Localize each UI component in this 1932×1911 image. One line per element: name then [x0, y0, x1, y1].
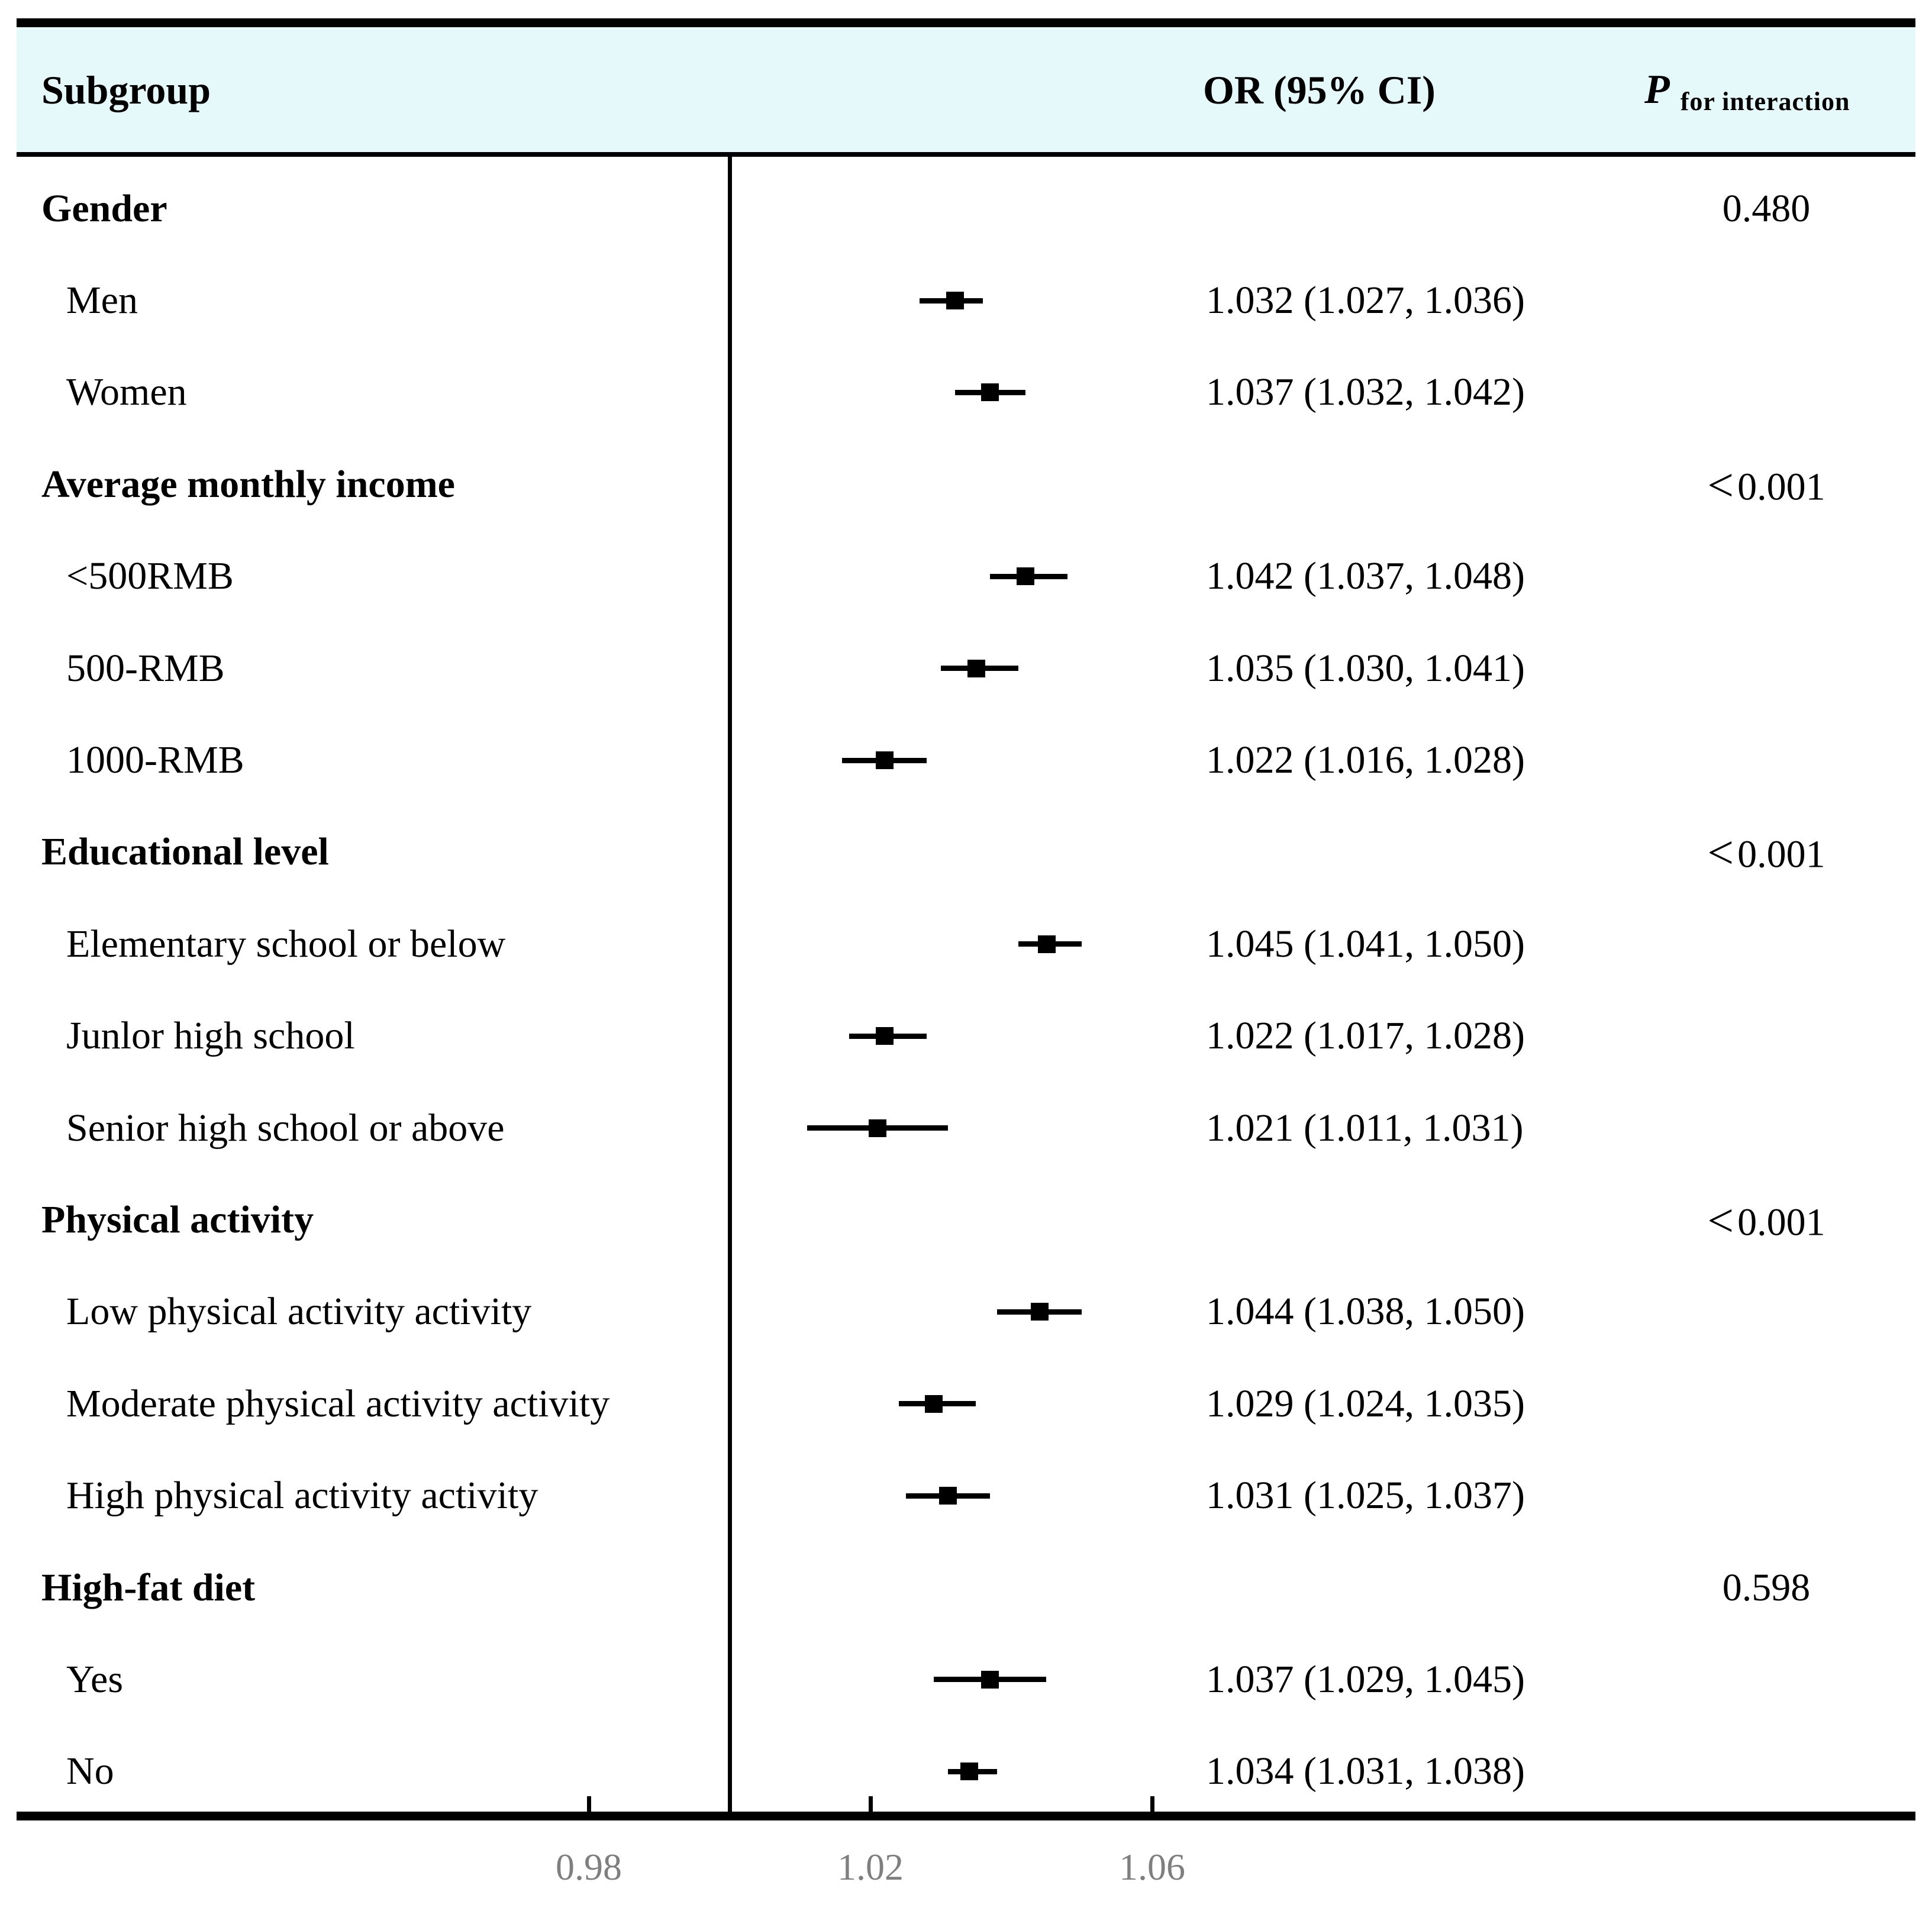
subgroup-label: 500-RMB [66, 646, 225, 690]
forest-row: Low physical activity activity 1.044 (1.0… [0, 1266, 1932, 1358]
group-label: Gender [41, 186, 167, 230]
or-ci-value: 1.045 (1.041, 1.050) [1206, 922, 1525, 966]
or-ci-value: 1.022 (1.017, 1.028) [1206, 1014, 1525, 1058]
subgroup-label: Moderate physical activity activity [66, 1381, 610, 1425]
forest-row: Average monthly income <0.001 [0, 438, 1932, 530]
subgroup-label: Men [66, 279, 138, 322]
subgroup-label: Women [66, 370, 187, 414]
or-ci-value: 1.021 (1.011, 1.031) [1206, 1106, 1524, 1150]
group-label: Average monthly income [41, 462, 455, 506]
or-ci-value: 1.022 (1.016, 1.028) [1206, 738, 1525, 782]
column-header-or-ci: OR (95% CI) [1203, 67, 1436, 112]
or-ci-value: 1.035 (1.030, 1.041) [1206, 646, 1525, 690]
subgroup-label: No [66, 1749, 114, 1793]
or-marker [981, 1670, 999, 1689]
or-marker [960, 1762, 978, 1781]
group-label: Educational level [41, 830, 329, 874]
p-interaction-value: 0.480 [1722, 186, 1811, 230]
or-ci-value: 1.037 (1.029, 1.045) [1206, 1657, 1525, 1701]
or-ci-value: 1.044 (1.038, 1.050) [1206, 1290, 1525, 1334]
subgroup-label: Senior high school or above [66, 1106, 505, 1150]
forest-rows-container: Gender 0.480 Men 1.032 (1.027, 1.036) Women 1… [0, 163, 1932, 1818]
forest-row: Physical activity <0.001 [0, 1174, 1932, 1266]
axis-tick [1150, 1796, 1154, 1812]
axis-tick-label: 1.02 [837, 1846, 904, 1888]
or-marker [981, 383, 999, 402]
p-interaction-value: 0.598 [1722, 1565, 1811, 1609]
forest-row: 1000-RMB 1.022 (1.016, 1.028) [0, 714, 1932, 806]
subgroup-label: Yes [66, 1657, 124, 1701]
forest-row: Junlor high school 1.022 (1.017, 1.028) [0, 990, 1932, 1082]
forest-row: <500RMB 1.042 (1.037, 1.048) [0, 531, 1932, 622]
or-ci-value: 1.029 (1.024, 1.035) [1206, 1381, 1525, 1425]
or-marker [868, 1119, 886, 1137]
top-border-rule [17, 18, 1915, 27]
reference-line-or-1 [727, 157, 732, 1812]
p-interaction-value: <0.001 [1707, 1195, 1825, 1247]
forest-row: Women 1.037 (1.032, 1.042) [0, 347, 1932, 438]
forest-row: High-fat diet 0.598 [0, 1542, 1932, 1634]
or-ci-value: 1.031 (1.025, 1.037) [1206, 1474, 1525, 1518]
subgroup-label: 1000-RMB [66, 738, 244, 782]
forest-row: Educational level <0.001 [0, 806, 1932, 898]
or-marker [946, 292, 964, 310]
subgroup-label: Low physical activity activity [66, 1290, 532, 1334]
or-ci-value: 1.042 (1.037, 1.048) [1206, 554, 1525, 598]
or-marker [967, 659, 985, 677]
or-ci-value: 1.032 (1.027, 1.036) [1206, 279, 1525, 322]
x-axis-line [17, 1812, 1915, 1820]
subgroup-label: Junlor high school [66, 1014, 355, 1058]
p-interaction-value: <0.001 [1707, 827, 1825, 879]
subgroup-label: High physical activity activity [66, 1474, 538, 1518]
axis-tick [868, 1796, 873, 1812]
forest-row: Men 1.032 (1.027, 1.036) [0, 254, 1932, 346]
subgroup-label: Elementary school or below [66, 922, 506, 966]
or-marker [1037, 935, 1056, 953]
group-label: Physical activity [41, 1198, 314, 1242]
or-marker [925, 1394, 943, 1413]
or-ci-value: 1.037 (1.032, 1.042) [1206, 370, 1525, 414]
or-marker [1030, 1303, 1049, 1321]
column-header-subgroup: Subgroup [41, 67, 211, 112]
or-marker [938, 1487, 957, 1505]
forest-row: Gender 0.480 [0, 163, 1932, 254]
forest-row: Yes 1.037 (1.029, 1.045) [0, 1634, 1932, 1725]
axis-tick-label: 1.06 [1119, 1846, 1185, 1888]
p-subscript-label: for interaction [1680, 86, 1850, 116]
or-marker [875, 751, 894, 770]
or-marker [875, 1027, 894, 1045]
p-symbol: P [1644, 66, 1670, 112]
subgroup-label: <500RMB [66, 554, 234, 598]
forest-row: Elementary school or below 1.045 (1.041, … [0, 898, 1932, 990]
forest-row: Senior high school or above 1.021 (1.011,… [0, 1082, 1932, 1174]
forest-row: No 1.034 (1.031, 1.038) [0, 1726, 1932, 1818]
forest-row: 500-RMB 1.035 (1.030, 1.041) [0, 622, 1932, 714]
or-marker [1016, 567, 1034, 586]
p-interaction-value: <0.001 [1707, 459, 1825, 512]
forest-row: High physical activity activity 1.031 (1.… [0, 1450, 1932, 1541]
header-bottom-rule [17, 152, 1915, 157]
group-label: High-fat diet [41, 1565, 256, 1609]
axis-tick-label: 0.98 [556, 1846, 622, 1888]
forest-row: Moderate physical activity activity 1.029… [0, 1358, 1932, 1450]
or-ci-value: 1.034 (1.031, 1.038) [1206, 1749, 1525, 1793]
axis-tick [586, 1796, 591, 1812]
